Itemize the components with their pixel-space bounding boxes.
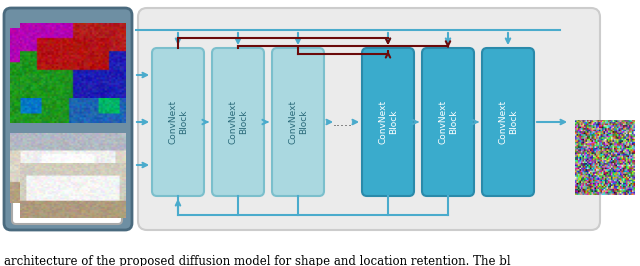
FancyBboxPatch shape [362, 48, 414, 196]
Text: .....: ..... [333, 115, 353, 128]
FancyBboxPatch shape [422, 48, 474, 196]
FancyBboxPatch shape [212, 48, 264, 196]
Text: ConvNext
Block: ConvNext Block [228, 100, 248, 144]
FancyBboxPatch shape [482, 48, 534, 196]
Text: ConvNext
Block: ConvNext Block [499, 100, 518, 144]
Text: Embedding
Block: Embedding Block [34, 197, 100, 219]
FancyBboxPatch shape [12, 192, 122, 224]
FancyBboxPatch shape [152, 48, 204, 196]
Text: ConvNext
Block: ConvNext Block [168, 100, 188, 144]
FancyBboxPatch shape [138, 8, 600, 230]
FancyBboxPatch shape [272, 48, 324, 196]
Text: ConvNext
Block: ConvNext Block [288, 100, 308, 144]
FancyBboxPatch shape [4, 8, 132, 230]
Text: ConvNext
Block: ConvNext Block [438, 100, 458, 144]
Text: architecture of the proposed diffusion model for shape and location retention. T: architecture of the proposed diffusion m… [4, 255, 511, 266]
Text: ConvNext
Block: ConvNext Block [378, 100, 397, 144]
